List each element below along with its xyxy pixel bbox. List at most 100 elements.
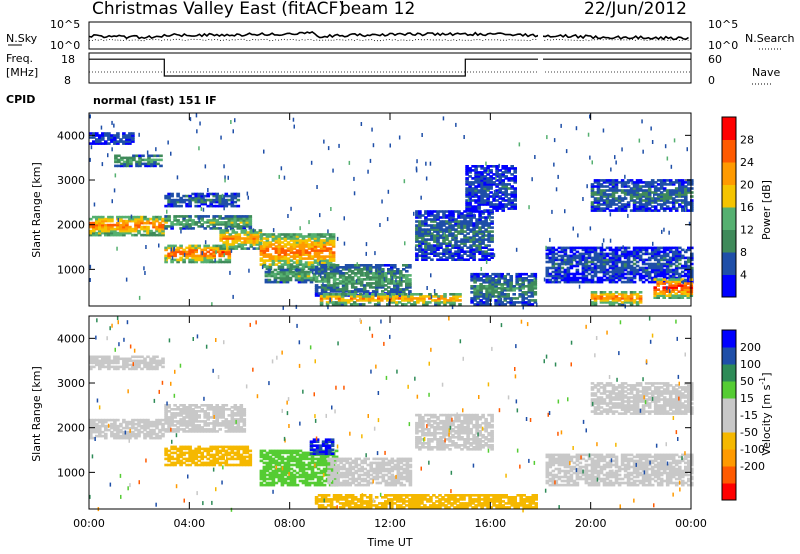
power-cell bbox=[638, 181, 643, 184]
power-cell bbox=[341, 278, 346, 281]
power-cell bbox=[668, 201, 673, 204]
power-cell bbox=[492, 177, 496, 180]
power-speckle bbox=[589, 155, 591, 160]
power-cell bbox=[465, 189, 469, 192]
power-cell bbox=[681, 270, 685, 274]
power-cell bbox=[300, 268, 305, 272]
power-cell bbox=[212, 219, 216, 222]
power-cell bbox=[687, 203, 691, 206]
power-cell bbox=[233, 217, 238, 220]
power-cell bbox=[463, 222, 467, 225]
power-cell bbox=[620, 207, 625, 210]
power-cell bbox=[469, 256, 473, 259]
power-cell bbox=[678, 181, 682, 184]
power-cell bbox=[674, 278, 678, 281]
power-cell bbox=[291, 272, 296, 276]
power-cell bbox=[188, 198, 192, 202]
power-speckle bbox=[398, 135, 401, 140]
velocity-cell bbox=[95, 355, 99, 359]
power-cell bbox=[641, 185, 646, 188]
power-cell bbox=[596, 205, 601, 208]
power-cell bbox=[434, 299, 438, 302]
power-cell bbox=[319, 243, 324, 246]
power-cell bbox=[596, 201, 601, 204]
power-cell bbox=[498, 207, 502, 210]
power-cell bbox=[572, 278, 577, 282]
power-cell bbox=[495, 195, 499, 198]
power-cell bbox=[334, 295, 339, 298]
power-cell bbox=[566, 268, 571, 272]
power-cell bbox=[167, 246, 171, 250]
power-cell bbox=[316, 255, 321, 258]
power-cell bbox=[164, 219, 168, 222]
power-cell bbox=[569, 266, 574, 270]
velocity-cell bbox=[104, 355, 108, 359]
power-cell bbox=[629, 301, 634, 304]
power-cell bbox=[445, 210, 449, 213]
power-cell bbox=[329, 264, 334, 267]
power-cell bbox=[143, 227, 147, 231]
power-cell bbox=[632, 268, 637, 272]
power-cell bbox=[465, 173, 469, 176]
power-cell bbox=[623, 299, 628, 302]
power-cell bbox=[98, 227, 102, 231]
power-cell bbox=[463, 216, 467, 219]
power-cell bbox=[295, 261, 300, 264]
power-cell bbox=[230, 225, 235, 228]
velocity-cell bbox=[98, 432, 102, 436]
power-cell bbox=[283, 237, 288, 240]
power-cell bbox=[378, 272, 382, 275]
power-cell bbox=[608, 209, 613, 212]
power-cell bbox=[469, 222, 473, 225]
velocity-cell bbox=[89, 355, 93, 359]
power-cell bbox=[95, 227, 99, 231]
power-cell bbox=[352, 295, 357, 298]
power-cell bbox=[463, 234, 467, 237]
power-cell bbox=[298, 253, 303, 256]
power-cell bbox=[135, 164, 139, 168]
power-cell bbox=[617, 209, 622, 212]
power-cell bbox=[478, 252, 482, 255]
power-cell bbox=[194, 260, 198, 264]
power-cell bbox=[265, 249, 270, 252]
power-cell bbox=[92, 233, 96, 237]
power-cell bbox=[659, 274, 664, 278]
power-cell bbox=[119, 223, 123, 227]
power-cell bbox=[623, 297, 628, 300]
power-cell bbox=[188, 227, 192, 230]
power-cell bbox=[554, 272, 559, 276]
power-cell bbox=[593, 185, 598, 188]
velocity-cell bbox=[101, 434, 105, 438]
velocity-cell bbox=[122, 361, 126, 365]
power-cell bbox=[587, 252, 592, 256]
power-cell bbox=[650, 185, 655, 188]
power-cell bbox=[587, 266, 592, 270]
power-speckle bbox=[553, 162, 555, 167]
power-cell bbox=[378, 280, 382, 283]
power-cell bbox=[396, 276, 400, 279]
power-cell bbox=[231, 231, 236, 234]
power-cell bbox=[614, 276, 619, 280]
power-cell bbox=[638, 258, 643, 262]
power-cell bbox=[605, 189, 610, 192]
power-cell bbox=[623, 185, 628, 188]
power-cell bbox=[352, 293, 357, 296]
power-cell bbox=[501, 203, 505, 206]
power-cell bbox=[131, 134, 135, 137]
power-cell bbox=[596, 189, 601, 192]
power-cell bbox=[267, 274, 272, 278]
power-cell bbox=[477, 199, 481, 202]
power-cell bbox=[629, 293, 634, 296]
power-cell bbox=[292, 241, 297, 244]
power-cell bbox=[638, 256, 643, 260]
velocity-cell bbox=[176, 461, 180, 465]
power-cell bbox=[509, 285, 513, 288]
power-cell bbox=[602, 299, 607, 302]
power-cell bbox=[325, 297, 330, 300]
y-tick-label: 1000 bbox=[57, 263, 85, 276]
velocity-cell bbox=[140, 430, 144, 434]
power-cell bbox=[551, 250, 556, 254]
power-cell bbox=[303, 278, 308, 282]
velocity-cell bbox=[116, 418, 120, 422]
power-cell bbox=[448, 256, 452, 259]
